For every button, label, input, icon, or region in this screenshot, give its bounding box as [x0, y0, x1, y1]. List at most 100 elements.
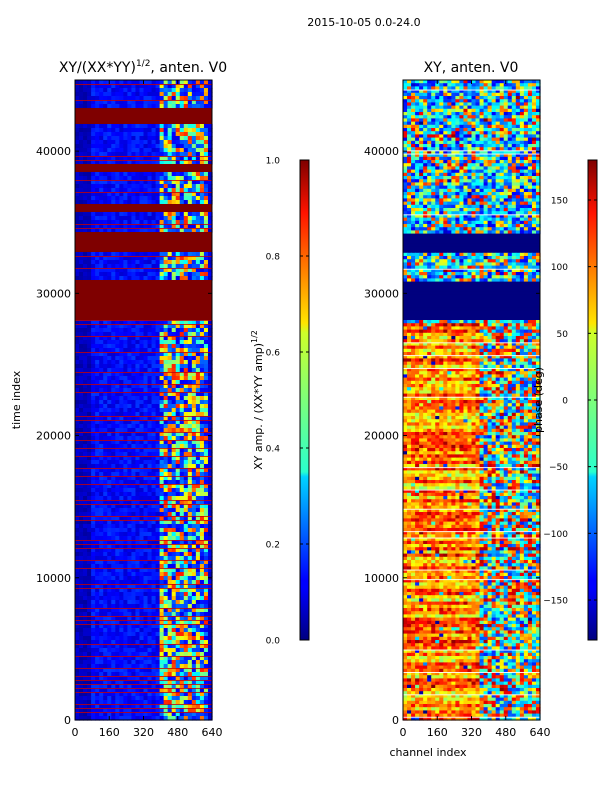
left-heatmap-cell: [135, 456, 141, 461]
left-heatmap-cell: [155, 452, 161, 457]
left-heatmap-cell: [75, 640, 80, 645]
left-heatmap-cell: [151, 356, 157, 361]
left-heatmap-cell: [131, 508, 137, 513]
left-heatmap-cell: [91, 496, 96, 501]
left-heatmap-cell: [175, 176, 181, 181]
left-heatmap-cell: [183, 408, 189, 413]
left-heatmap-cell: [99, 544, 104, 549]
left-heatmap-cell: [187, 488, 193, 493]
left-heatmap-cell: [135, 580, 141, 585]
left-heatmap-cell: [195, 380, 201, 385]
left-heatmap-cell: [171, 364, 177, 369]
left-heatmap-cell: [135, 436, 141, 441]
left-heatmap-cell: [151, 660, 157, 665]
left-heatmap-cell: [151, 560, 157, 565]
left-heatmap-cell: [163, 420, 169, 425]
left-heatmap-cell: [123, 664, 128, 669]
left-heatmap-cell: [183, 500, 189, 505]
left-heatmap-cell: [167, 216, 173, 221]
left-heatmap-cell: [75, 348, 80, 353]
left-heatmap-cell: [147, 96, 153, 101]
left-heatmap-cell: [159, 444, 165, 449]
left-heatmap-cell: [175, 452, 181, 457]
left-heatmap-cell: [163, 448, 169, 453]
left-heatmap-cell: [175, 548, 181, 553]
left-heatmap-cell: [163, 572, 169, 577]
left-heatmap-cell: [207, 516, 213, 521]
left-heatmap-cell: [147, 680, 153, 685]
left-heatmap-cell: [115, 196, 120, 201]
left-heatmap-cell: [183, 664, 189, 669]
left-heatmap-cell: [115, 412, 120, 417]
left-heatmap-cell: [167, 332, 173, 337]
left-heatmap-cell: [131, 652, 137, 657]
left-heatmap-cell: [119, 644, 124, 649]
left-heatmap-cell: [171, 376, 177, 381]
left-heatmap-cell: [83, 140, 88, 145]
left-heatmap-cell: [123, 156, 128, 161]
left-heatmap-cell: [195, 376, 201, 381]
left-heatmap-cell: [79, 528, 84, 533]
left-heatmap-cell: [83, 128, 88, 133]
left-heatmap-cell: [167, 140, 173, 145]
left-heatmap-cell: [103, 448, 108, 453]
left-heatmap-cell: [199, 332, 205, 337]
left-heatmap-cell: [171, 528, 177, 533]
left-heatmap-cell: [147, 548, 153, 553]
left-heatmap-cell: [143, 596, 149, 601]
left-heatmap-cell: [187, 668, 193, 673]
left-heatmap-cell: [187, 364, 193, 369]
left-heatmap-cell: [87, 104, 92, 109]
left-heatmap-cell: [135, 680, 141, 685]
left-heatmap-cell: [207, 364, 213, 369]
left-heatmap-cell: [207, 504, 213, 509]
left-heatmap-cell: [83, 388, 88, 393]
right-heatmap-cell: [407, 86, 412, 91]
left-heatmap-cell: [199, 136, 205, 141]
left-heatmap-cell: [203, 636, 209, 641]
left-heatmap-cell: [119, 672, 124, 677]
left-heatmap-cell: [195, 264, 201, 269]
left-heatmap-cell: [195, 668, 201, 673]
left-heatmap-cell: [203, 664, 209, 669]
left-heatmap-cell: [187, 680, 193, 685]
left-heatmap-cell: [83, 484, 88, 489]
left-heatmap-cell: [191, 692, 197, 697]
left-heatmap-cell: [171, 460, 177, 465]
left-heatmap-cell: [163, 636, 169, 641]
left-heatmap-cell: [167, 340, 173, 345]
left-heatmap-cell: [207, 456, 213, 461]
left-heatmap-cell: [135, 348, 141, 353]
left-heatmap-cell: [143, 572, 149, 577]
left-heatmap-cell: [179, 432, 185, 437]
left-heatmap-cell: [123, 616, 128, 621]
left-heatmap-cell: [107, 212, 112, 217]
left-heatmap-cell: [95, 444, 100, 449]
left-heatmap-cell: [203, 624, 209, 629]
left-heatmap-cell: [163, 632, 169, 637]
left-heatmap-cell: [87, 468, 92, 473]
left-heatmap-cell: [119, 604, 124, 609]
left-heatmap-cell: [147, 336, 153, 341]
left-heatmap-cell: [203, 612, 209, 617]
left-heatmap-cell: [167, 348, 173, 353]
left-heatmap-cell: [83, 620, 88, 625]
left-heatmap-cell: [103, 144, 108, 149]
left-heatmap-cell: [187, 496, 193, 501]
left-heatmap-cell: [99, 104, 104, 109]
left-heatmap-cell: [203, 560, 209, 565]
right-heatmap-cell: [515, 83, 521, 87]
left-heatmap-cell: [167, 436, 173, 441]
left-heatmap-cell: [95, 452, 100, 457]
left-heatmap-cell: [187, 428, 193, 433]
left-heatmap-cell: [111, 436, 116, 441]
left-heatmap-cell: [179, 588, 185, 593]
right-heatmap-cell: [499, 96, 505, 100]
left-heatmap-cell: [91, 408, 96, 413]
left-heatmap-cell: [183, 416, 189, 421]
left-heatmap-cell: [131, 660, 137, 665]
left-heatmap-cell: [119, 216, 124, 221]
left-heatmap-cell: [163, 152, 169, 157]
left-heatmap-cell: [175, 272, 181, 277]
left-heatmap-cell: [99, 460, 104, 465]
